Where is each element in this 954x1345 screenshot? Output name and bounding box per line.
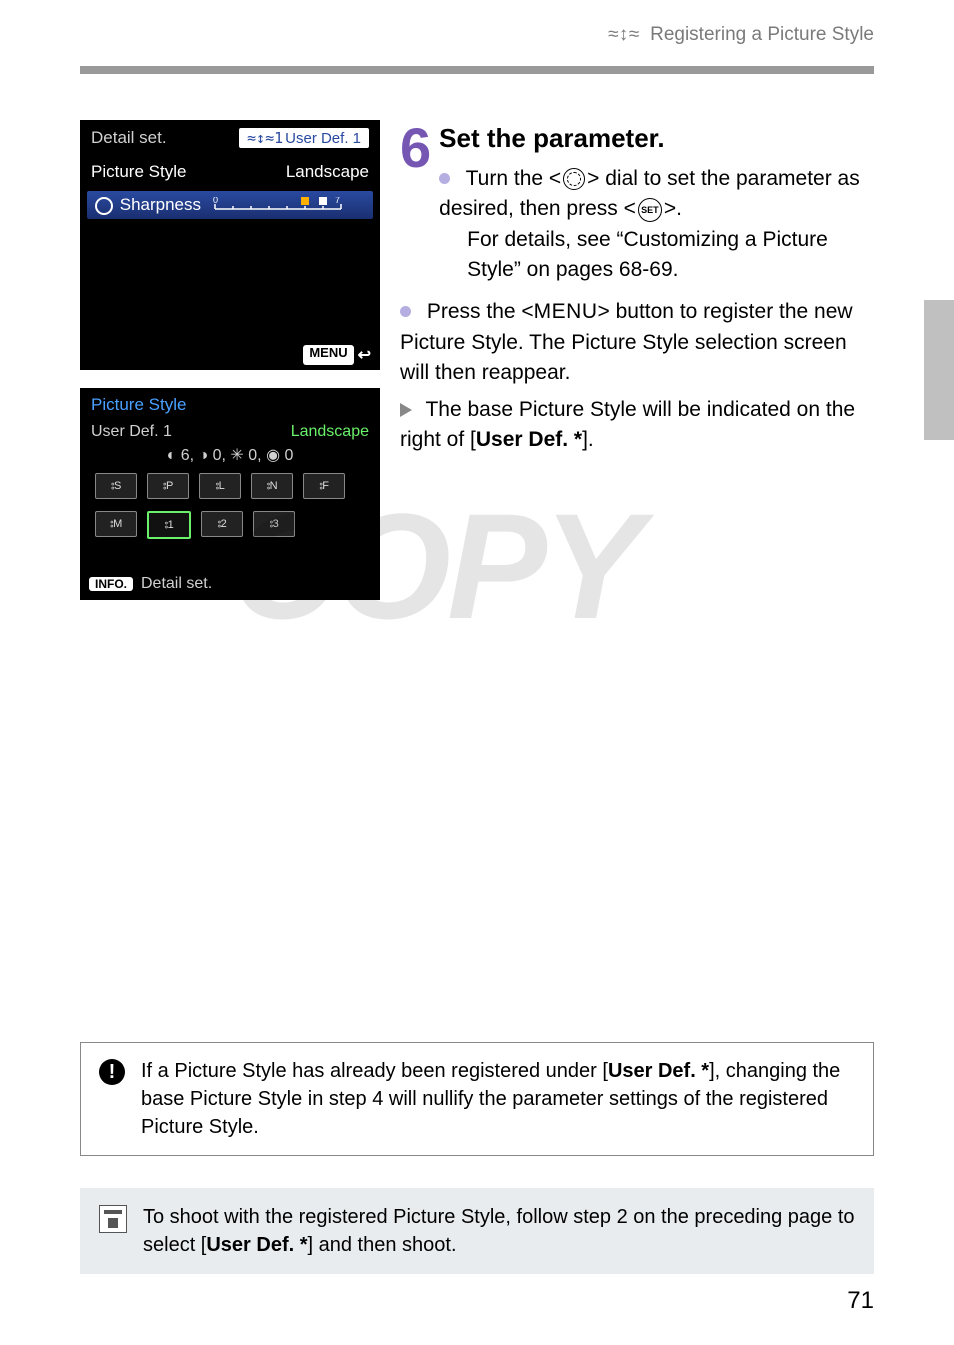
lcd1-title-icon: ≈↕≈1	[247, 129, 283, 147]
instruction-column: 6 Set the parameter. Turn the <> dial to…	[380, 120, 874, 462]
style-glyph: ⦂L	[199, 473, 241, 499]
info-text-b: ] and then shoot.	[308, 1234, 457, 1256]
content-area: Detail set. ≈↕≈1 User Def. 1 Picture Sty…	[80, 120, 874, 618]
menu-text: MENU	[534, 300, 598, 323]
warn-bold: User Def. *	[608, 1060, 709, 1082]
header-title: ≈↕≈ Registering a Picture Style	[0, 24, 954, 46]
lcd2-line1-left: User Def. 1	[91, 423, 172, 441]
lcd1-sharpness-row: Sharpness	[87, 191, 373, 219]
set-icon: SET	[638, 198, 662, 222]
bullet-text-1a: Turn the <	[466, 167, 562, 190]
lcd1-slider: 0 7	[213, 197, 365, 213]
style-glyph: ⦂F	[303, 473, 345, 499]
step-bullet: Press the <MENU> button to register the …	[400, 297, 874, 388]
lcd1-title-right-text: User Def. 1	[285, 130, 361, 147]
lcd2-info-row: INFO. Detail set.	[81, 565, 379, 599]
style-glyph: ⦂3	[253, 511, 295, 537]
side-tab	[924, 300, 954, 440]
circle-icon	[95, 197, 113, 215]
bullet-icon	[439, 173, 450, 184]
lcd2-line1: User Def. 1 Landscape	[81, 421, 379, 443]
lcd1-ps-value: Landscape	[286, 162, 369, 182]
page-number: 71	[847, 1287, 874, 1315]
lcd-detail-set: Detail set. ≈↕≈1 User Def. 1 Picture Sty…	[80, 120, 380, 370]
lcd1-title-right: ≈↕≈1 User Def. 1	[239, 128, 369, 148]
lcd1-title-row: Detail set. ≈↕≈1 User Def. 1	[81, 121, 379, 155]
style-glyph: ⦂2	[201, 511, 243, 537]
warning-text: If a Picture Style has already been regi…	[141, 1057, 855, 1141]
step-number: 6	[400, 120, 431, 176]
lcd2-glyph-row-2: ⦂M ⦂1 ⦂2 ⦂3	[81, 505, 379, 545]
style-glyph: ⦂P	[147, 473, 189, 499]
page-header: ≈↕≈ Registering a Picture Style	[0, 0, 954, 114]
second-block: Press the <MENU> button to register the …	[400, 297, 874, 455]
bullet-text-2a: Press the <	[427, 300, 534, 323]
header-rule	[80, 66, 874, 74]
svg-text:7: 7	[335, 197, 340, 205]
triangle-icon	[400, 403, 412, 417]
lcd1-footer: MENU ↩	[81, 341, 379, 369]
dial-icon	[563, 168, 585, 190]
step-result: The base Picture Style will be indicated…	[400, 395, 874, 456]
lcd1-sharpness-text: Sharpness	[120, 195, 201, 214]
header-text: Registering a Picture Style	[650, 24, 874, 45]
info-bold: User Def. *	[206, 1234, 307, 1256]
warn-text-a: If a Picture Style has already been regi…	[141, 1060, 608, 1082]
step-title: Set the parameter.	[439, 120, 874, 158]
lcd2-line1-right: Landscape	[291, 423, 369, 441]
step-bullet: Turn the <> dial to set the parameter as…	[439, 164, 874, 286]
result-text-b: ].	[582, 428, 594, 451]
header-icon: ≈↕≈	[608, 24, 639, 46]
note-icon	[99, 1205, 127, 1233]
bullet-icon	[400, 306, 411, 317]
lcd2-codes: ◐ 6, ◑ 0, ✳ 0, ◉ 0	[81, 443, 379, 467]
info-badge: INFO.	[89, 577, 133, 591]
style-glyph: ⦂S	[95, 473, 137, 499]
lcd2-glyph-row-1: ⦂S ⦂P ⦂L ⦂N ⦂F	[81, 467, 379, 505]
menu-badge: MENU	[303, 345, 353, 365]
slider-icon: 0 7	[213, 197, 343, 213]
bullet-text-1c: >.	[664, 197, 682, 220]
lcd-column: Detail set. ≈↕≈1 User Def. 1 Picture Sty…	[80, 120, 380, 618]
style-glyph-selected: ⦂1	[147, 511, 191, 539]
page: ≈↕≈ Registering a Picture Style Detail s…	[0, 0, 954, 1345]
style-glyph: ⦂N	[251, 473, 293, 499]
style-glyph: ⦂M	[95, 511, 137, 537]
return-icon: ↩	[358, 345, 371, 365]
svg-text:0: 0	[213, 197, 218, 205]
lcd2-header: Picture Style	[81, 389, 379, 421]
lcd-picture-style: Picture Style User Def. 1 Landscape ◐ 6,…	[80, 388, 380, 600]
lcd1-sharpness-label: Sharpness	[95, 195, 201, 215]
bullet-detail: For details, see “Customizing a Picture …	[439, 225, 874, 286]
lcd1-ps-label: Picture Style	[91, 162, 186, 182]
warning-note: If a Picture Style has already been regi…	[80, 1042, 874, 1156]
warning-icon	[99, 1059, 125, 1085]
info-text: To shoot with the registered Picture Sty…	[143, 1203, 855, 1259]
result-text-a: The base Picture Style will be indicated…	[400, 398, 855, 451]
info-note: To shoot with the registered Picture Sty…	[80, 1188, 874, 1274]
lcd1-title-left: Detail set.	[91, 128, 167, 148]
result-bold: User Def. *	[476, 428, 582, 451]
lcd2-info-text: Detail set.	[141, 575, 212, 593]
lcd1-empty	[81, 221, 379, 341]
lcd1-picture-style-row: Picture Style Landscape	[81, 155, 379, 189]
lcd2-spacer	[81, 545, 379, 565]
